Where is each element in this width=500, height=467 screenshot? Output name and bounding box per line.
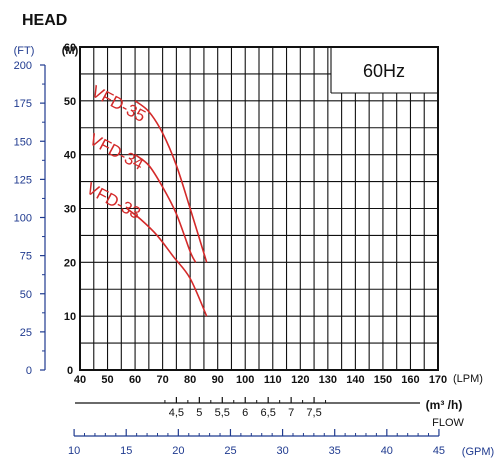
x-gpm-unit: (GPM) <box>462 446 494 458</box>
curve-vfd-35 <box>134 100 208 263</box>
flow-label: FLOW <box>432 417 464 429</box>
x-m3h-tick-label: 5 <box>196 407 202 419</box>
curve-label-vfd-34: VFD-34 <box>86 130 147 174</box>
x-lpm-tick-label: 170 <box>429 374 447 386</box>
x-gpm-tick-label: 30 <box>276 445 288 457</box>
x-lpm-tick-label: 120 <box>291 374 309 386</box>
y-m-tick-label: 50 <box>64 96 76 108</box>
y-ft-tick-label: 50 <box>20 289 32 301</box>
x-lpm-unit: (LPM) <box>453 373 483 385</box>
x-gpm-tick-label: 40 <box>381 445 393 457</box>
y-m-tick-label: 20 <box>64 257 76 269</box>
x-m3h-unit: (m³ /h) <box>426 398 463 412</box>
x-lpm-tick-label: 60 <box>129 374 141 386</box>
x-gpm-tick-label: 10 <box>68 445 80 457</box>
chart-grid <box>80 47 438 370</box>
x-lpm-tick-label: 140 <box>346 374 364 386</box>
curve-vfd-33 <box>126 207 208 317</box>
x-m3h-tick-label: 6,5 <box>261 407 276 419</box>
y-m-tick-label: 60 <box>64 42 76 54</box>
x-lpm-tick-label: 90 <box>212 374 224 386</box>
y-ft-tick-label: 150 <box>14 136 32 148</box>
x-gpm-tick-label: 25 <box>224 445 236 457</box>
x-gpm-tick-label: 45 <box>433 445 445 457</box>
x-lpm-tick-label: 80 <box>184 374 196 386</box>
x-lpm-tick-label: 150 <box>374 374 392 386</box>
x-m3h-tick-label: 7 <box>288 407 294 419</box>
y-ft-tick-label: 100 <box>14 213 32 225</box>
frequency-label: 60Hz <box>363 61 405 81</box>
x-m3h-tick-label: 6 <box>242 407 248 419</box>
y-right-unit: (M) <box>62 45 79 57</box>
curve-label-vfd-35: VFD-35 <box>88 82 149 126</box>
y-ft-tick-label: 200 <box>14 60 32 72</box>
plot-border <box>79 46 439 371</box>
y-left-unit: (FT) <box>14 45 35 57</box>
y-m-tick-label: 0 <box>67 365 73 377</box>
y-m-tick-label: 40 <box>64 150 76 162</box>
chart-title: HEAD <box>22 12 67 29</box>
x-gpm-tick-label: 20 <box>172 445 184 457</box>
x-gpm-tick-label: 15 <box>120 445 132 457</box>
plot-frame <box>79 46 439 371</box>
frequency-label-box <box>331 47 438 93</box>
x-lpm-tick-label: 40 <box>74 374 86 386</box>
x-gpm-tick-label: 35 <box>329 445 341 457</box>
y-ft-tick-label: 25 <box>20 327 32 339</box>
y-m-tick-label: 30 <box>64 204 76 216</box>
y-m-tick-label: 10 <box>64 311 76 323</box>
x-lpm-tick-label: 100 <box>236 374 254 386</box>
y-ft-tick-label: 125 <box>14 174 32 186</box>
x-lpm-tick-label: 50 <box>101 374 113 386</box>
y-ft-tick-label: 175 <box>14 98 32 110</box>
x-m3h-tick-label: 7,5 <box>306 407 321 419</box>
x-lpm-tick-label: 160 <box>401 374 419 386</box>
x-m3h-tick-label: 4,5 <box>169 407 184 419</box>
curve-vfd-34 <box>134 154 197 263</box>
y-ft-tick-label: 0 <box>26 365 32 377</box>
x-m3h-tick-label: 5,5 <box>215 407 230 419</box>
y-ft-tick-label: 75 <box>20 251 32 263</box>
x-lpm-tick-label: 70 <box>156 374 168 386</box>
x-lpm-tick-label: 130 <box>319 374 337 386</box>
x-lpm-tick-label: 110 <box>264 374 282 386</box>
